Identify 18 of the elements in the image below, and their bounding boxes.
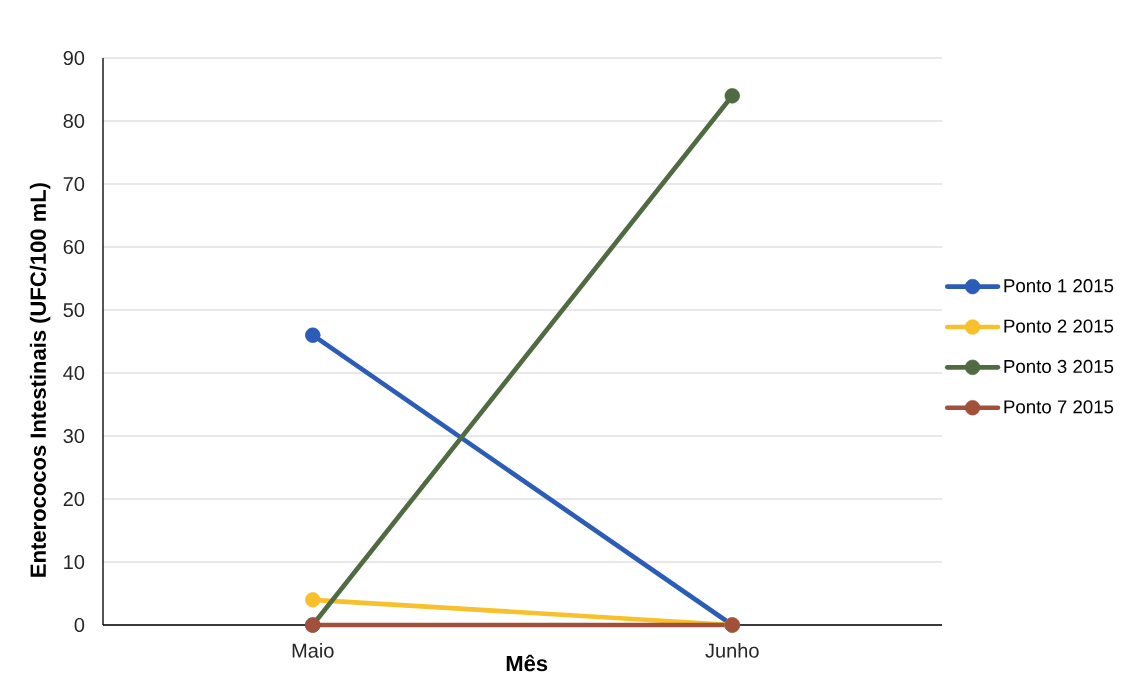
y-tick-label: 20: [63, 491, 85, 507]
x-tick-label: Maio: [292, 643, 334, 658]
y-tick-label: 40: [63, 365, 85, 381]
legend-label: Ponto 3 2015: [1004, 359, 1114, 374]
y-tick-label: 10: [64, 554, 85, 570]
legend-label: Ponto 2 2015: [1004, 319, 1114, 333]
y-tick-label: 80: [63, 113, 85, 129]
x-tick-label: Junho: [705, 643, 759, 658]
y-axis-title: Enterococos Intestinais (UFC/100 mL): [29, 183, 51, 577]
x-axis-title: Mês: [506, 654, 548, 672]
y-tick-label: 90: [63, 50, 85, 66]
y-tick-label: 0: [74, 617, 85, 633]
y-tick-label: 60: [63, 239, 85, 255]
y-tick-label: 30: [63, 428, 85, 444]
legend-label: Ponto 1 2015: [1004, 279, 1114, 293]
y-tick-label: 70: [63, 176, 85, 192]
legend-label: Ponto 7 2015: [1004, 400, 1114, 414]
y-tick-label: 50: [63, 302, 85, 318]
